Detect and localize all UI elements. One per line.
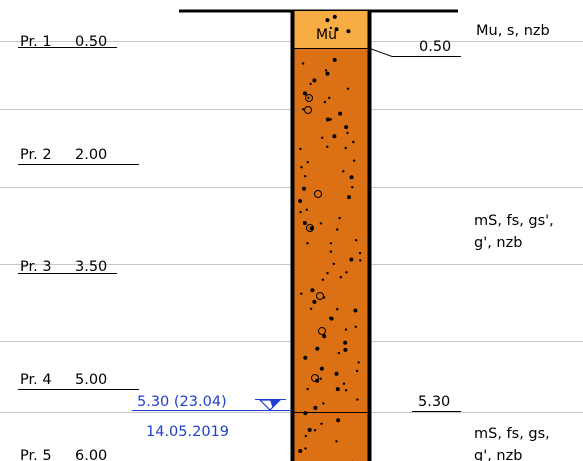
layer-1-description-line-1: Mu, s, nzb bbox=[476, 23, 550, 39]
sample-3-depth: 3.50 bbox=[75, 259, 107, 275]
sample-2-label: Pr. 2 bbox=[20, 147, 52, 163]
sample-4-depth: 5.00 bbox=[75, 372, 107, 388]
sample-2-depth: 2.00 bbox=[75, 147, 107, 163]
layer-depth-leader-1 bbox=[369, 48, 461, 57]
soil-texture-pattern bbox=[298, 14, 362, 461]
layer-3-description-line-1: mS, fs, gs, bbox=[474, 426, 550, 442]
layer-bottom-depth-2: 5.30 bbox=[418, 394, 450, 410]
borehole-column bbox=[290, 10, 372, 461]
layer-depth-labels: 0.50 5.30 bbox=[369, 39, 461, 412]
layer-3-fill bbox=[292, 413, 370, 461]
sample-5-depth: 6.00 bbox=[75, 448, 107, 461]
groundwater-date: 14.05.2019 bbox=[146, 424, 229, 440]
sample-5-label: Pr. 5 bbox=[20, 448, 52, 461]
layer-bottom-depth-1: 0.50 bbox=[419, 39, 451, 55]
groundwater-marker: 5.30 (23.04) 14.05.2019 bbox=[132, 394, 292, 440]
layer-3-description-line-2: g', nzb bbox=[474, 448, 522, 461]
layer-1-fill bbox=[292, 11, 370, 48]
groundwater-level-text: 5.30 (23.04) bbox=[137, 394, 227, 410]
sample-1-label: Pr. 1 bbox=[20, 34, 52, 50]
sample-4-label: Pr. 4 bbox=[20, 372, 52, 388]
layer-2-description-line-1: mS, fs, gs', bbox=[474, 213, 554, 229]
layer-code-1: Mu bbox=[316, 27, 337, 43]
layer-descriptions: Mu, s, nzb mS, fs, gs', g', nzb mS, fs, … bbox=[474, 23, 554, 461]
sample-1-depth: 0.50 bbox=[75, 34, 107, 50]
sample-3-label: Pr. 3 bbox=[20, 259, 52, 275]
water-level-triangle-icon bbox=[255, 399, 286, 411]
sample-labels: Pr. 1 0.50 Pr. 2 2.00 Pr. 3 3.50 Pr. 4 5… bbox=[18, 34, 139, 461]
layer-2-description-line-2: g', nzb bbox=[474, 235, 522, 251]
